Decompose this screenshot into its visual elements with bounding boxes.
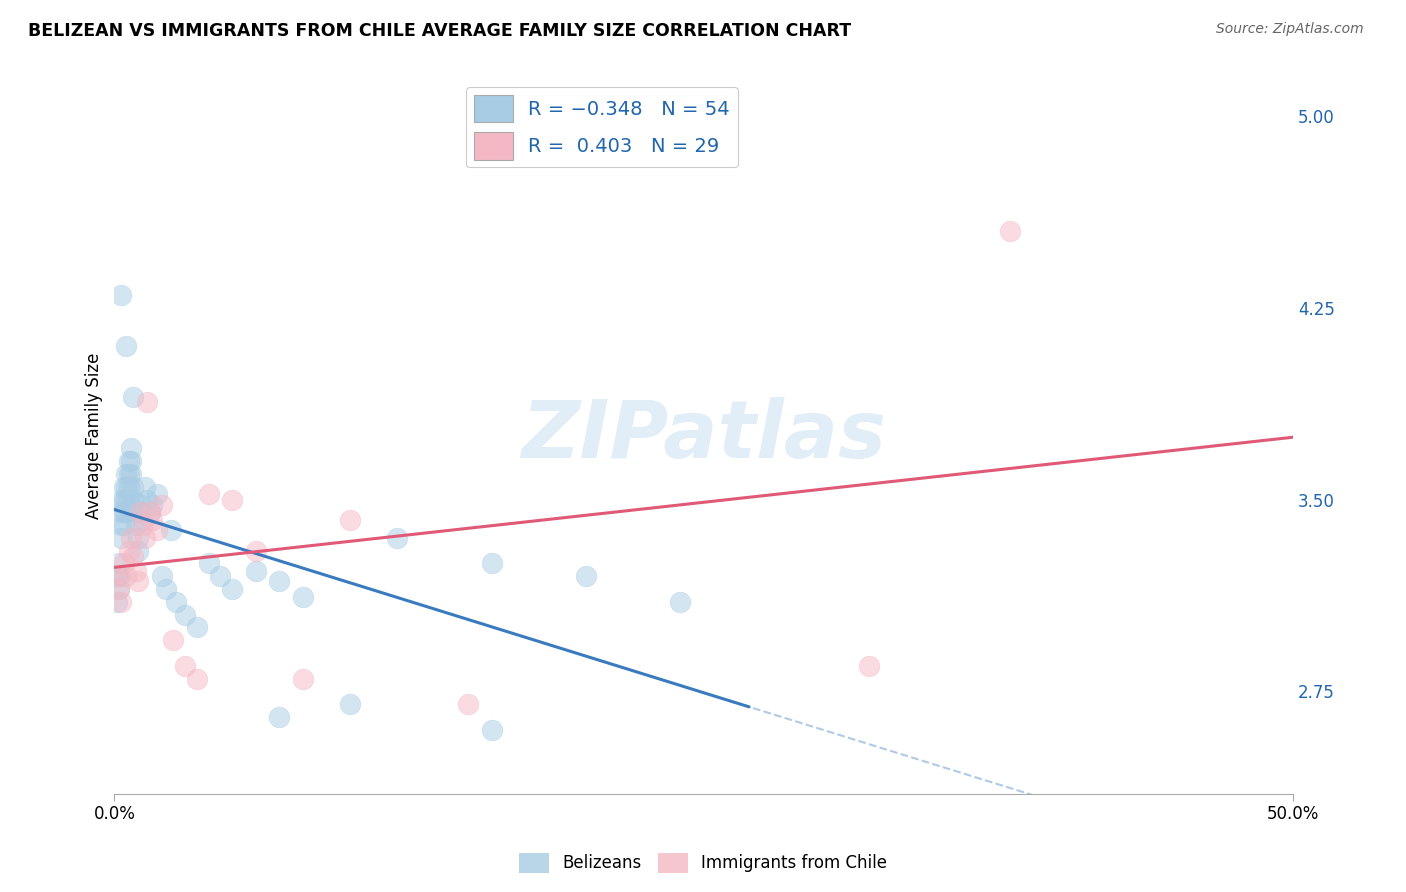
Point xyxy=(998,224,1021,238)
Point xyxy=(669,595,692,609)
Point xyxy=(197,487,219,501)
Point xyxy=(117,467,139,481)
Point xyxy=(129,505,152,519)
Point xyxy=(186,672,208,686)
Point xyxy=(139,505,162,519)
Point xyxy=(108,557,131,571)
Point xyxy=(115,505,138,519)
Point xyxy=(245,543,267,558)
Point xyxy=(141,498,163,512)
Point xyxy=(269,574,291,589)
Point xyxy=(120,454,142,468)
Legend: R = −0.348   N = 54, R =  0.403   N = 29: R = −0.348 N = 54, R = 0.403 N = 29 xyxy=(465,87,738,168)
Point xyxy=(115,467,138,481)
Point xyxy=(174,607,197,622)
Point xyxy=(146,487,169,501)
Point xyxy=(481,723,503,737)
Point xyxy=(129,498,152,512)
Text: ZIPatlas: ZIPatlas xyxy=(522,397,886,475)
Point xyxy=(115,569,138,583)
Point xyxy=(110,518,132,533)
Point xyxy=(112,557,135,571)
Y-axis label: Average Family Size: Average Family Size xyxy=(86,352,103,519)
Point xyxy=(186,620,208,634)
Point xyxy=(136,492,159,507)
Point xyxy=(387,531,409,545)
Point xyxy=(131,518,153,533)
Point xyxy=(122,549,145,563)
Point xyxy=(108,569,131,583)
Point xyxy=(117,543,139,558)
Point xyxy=(127,574,149,589)
Point xyxy=(162,633,184,648)
Point xyxy=(150,498,173,512)
Point xyxy=(129,505,152,519)
Point xyxy=(160,523,183,537)
Point xyxy=(858,658,880,673)
Point xyxy=(124,518,146,533)
Point xyxy=(174,658,197,673)
Point xyxy=(481,557,503,571)
Point xyxy=(146,523,169,537)
Point xyxy=(131,513,153,527)
Point xyxy=(139,505,162,519)
Point xyxy=(127,543,149,558)
Point xyxy=(112,518,135,533)
Point xyxy=(122,480,145,494)
Point xyxy=(108,582,131,596)
Point xyxy=(105,595,128,609)
Point xyxy=(457,697,479,711)
Point xyxy=(112,492,135,507)
Point xyxy=(124,564,146,578)
Point xyxy=(150,569,173,583)
Text: BELIZEAN VS IMMIGRANTS FROM CHILE AVERAGE FAMILY SIZE CORRELATION CHART: BELIZEAN VS IMMIGRANTS FROM CHILE AVERAG… xyxy=(28,22,851,40)
Point xyxy=(110,505,132,519)
Point xyxy=(115,339,138,353)
Point xyxy=(155,582,177,596)
Point xyxy=(134,480,156,494)
Point xyxy=(339,697,361,711)
Point xyxy=(165,595,187,609)
Point xyxy=(110,531,132,545)
Point xyxy=(291,590,314,604)
Point xyxy=(245,564,267,578)
Point xyxy=(141,513,163,527)
Point xyxy=(124,505,146,519)
Point xyxy=(105,569,128,583)
Point xyxy=(122,492,145,507)
Point xyxy=(110,492,132,507)
Point xyxy=(110,288,132,302)
Point xyxy=(136,395,159,409)
Point xyxy=(112,505,135,519)
Point xyxy=(575,569,598,583)
Point xyxy=(120,467,142,481)
Point xyxy=(112,480,135,494)
Point xyxy=(197,557,219,571)
Point xyxy=(209,569,232,583)
Point xyxy=(122,390,145,404)
Point xyxy=(117,492,139,507)
Point xyxy=(269,710,291,724)
Point xyxy=(120,442,142,456)
Point xyxy=(291,672,314,686)
Point xyxy=(120,531,142,545)
Point xyxy=(339,513,361,527)
Text: Source: ZipAtlas.com: Source: ZipAtlas.com xyxy=(1216,22,1364,37)
Point xyxy=(221,582,243,596)
Point xyxy=(117,454,139,468)
Point xyxy=(134,531,156,545)
Point xyxy=(115,480,138,494)
Point xyxy=(105,569,128,583)
Point xyxy=(127,531,149,545)
Point xyxy=(115,492,138,507)
Point xyxy=(117,480,139,494)
Point xyxy=(110,595,132,609)
Legend: Belizeans, Immigrants from Chile: Belizeans, Immigrants from Chile xyxy=(512,847,894,880)
Point xyxy=(221,492,243,507)
Point xyxy=(108,582,131,596)
